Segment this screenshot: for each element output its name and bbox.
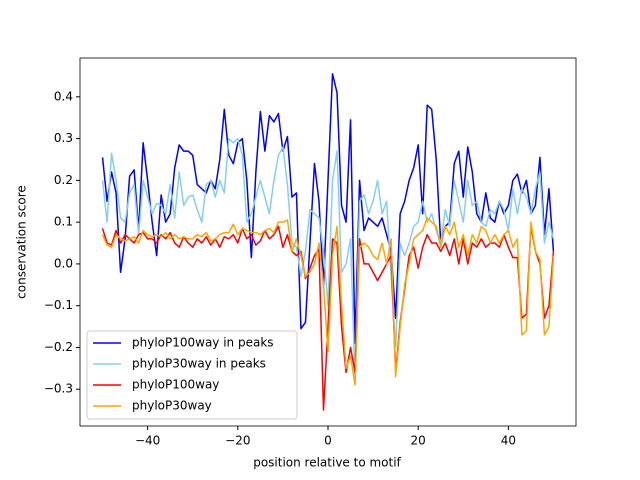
legend-label: phyloP100way in peaks — [132, 336, 274, 350]
line-series — [101, 137, 555, 382]
y-tick-label: 0.4 — [54, 89, 73, 103]
y-tick-label: 0.3 — [54, 131, 73, 145]
y-tick-label: −0.3 — [44, 382, 73, 396]
line-series — [101, 217, 555, 386]
legend-label: phyloP100way — [132, 378, 219, 392]
y-tick-label: 0.0 — [54, 256, 73, 270]
y-tick-label: −0.2 — [44, 340, 73, 354]
y-axis-label: conservation score — [15, 185, 29, 299]
line-series — [101, 225, 555, 411]
x-tick-label: 40 — [501, 434, 516, 448]
legend-label: phyloP30way — [132, 399, 212, 413]
x-tick-label: 20 — [411, 434, 426, 448]
x-axis-label: position relative to motif — [253, 456, 401, 470]
x-tick-label: −40 — [135, 434, 160, 448]
y-tick-label: 0.2 — [54, 173, 73, 187]
line-series — [101, 73, 555, 345]
x-tick-label: 0 — [324, 434, 332, 448]
legend-box — [86, 330, 298, 420]
plot-frame — [79, 57, 577, 427]
legend-label: phyloP30way in peaks — [132, 357, 266, 371]
x-tick-label: −20 — [225, 434, 250, 448]
y-tick-label: 0.1 — [54, 215, 73, 229]
y-tick-label: −0.1 — [44, 298, 73, 312]
